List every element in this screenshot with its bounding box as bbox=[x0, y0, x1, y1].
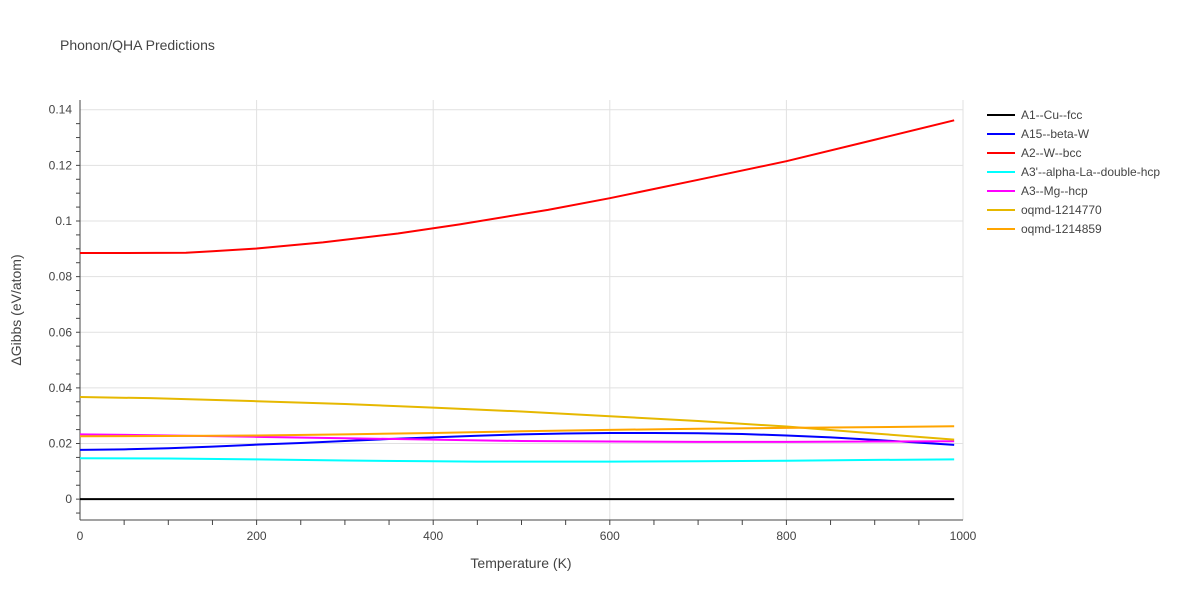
y-tick-label: 0.02 bbox=[49, 437, 73, 451]
series-line-1 bbox=[79, 431, 955, 451]
legend-item-0[interactable]: A1--Cu--fcc bbox=[987, 108, 1082, 122]
legend-label: A3--Mg--hcp bbox=[1021, 184, 1088, 198]
x-tick-label: 800 bbox=[776, 529, 796, 543]
y-tick-label: 0.08 bbox=[49, 270, 73, 284]
legend-item-6[interactable]: oqmd-1214859 bbox=[987, 222, 1102, 236]
legend-item-5[interactable]: oqmd-1214770 bbox=[987, 203, 1102, 217]
x-tick-label: 200 bbox=[247, 529, 267, 543]
legend-label: oqmd-1214859 bbox=[1021, 222, 1102, 236]
y-axis-title: ΔGibbs (eV/atom) bbox=[8, 254, 24, 365]
y-tick-label: 0.14 bbox=[49, 103, 73, 117]
legend-item-1[interactable]: A15--beta-W bbox=[987, 127, 1090, 141]
series-line-6 bbox=[79, 425, 955, 438]
series-line-2 bbox=[80, 119, 955, 254]
y-tick-label: 0.12 bbox=[49, 158, 73, 172]
legend-label: A15--beta-W bbox=[1021, 127, 1090, 141]
legend-item-4[interactable]: A3--Mg--hcp bbox=[987, 184, 1088, 198]
legend-label: A1--Cu--fcc bbox=[1021, 108, 1082, 122]
x-tick-label: 1000 bbox=[950, 529, 977, 543]
x-tick-label: 400 bbox=[423, 529, 443, 543]
chart-title: Phonon/QHA Predictions bbox=[60, 37, 215, 53]
legend[interactable]: A1--Cu--fcc A15--beta-W A2--W--bcc A3'--alp… bbox=[987, 108, 1160, 236]
legend-item-2[interactable]: A2--W--bcc bbox=[987, 146, 1081, 160]
y-tick-label: 0 bbox=[65, 492, 72, 506]
series-line-5 bbox=[79, 396, 955, 441]
legend-label: A3'--alpha-La--double-hcp bbox=[1021, 165, 1160, 179]
x-tick-label: 0 bbox=[77, 529, 84, 543]
grid bbox=[80, 100, 964, 520]
legend-item-3[interactable]: A3'--alpha-La--double-hcp bbox=[987, 165, 1160, 179]
series-line-3 bbox=[79, 457, 955, 463]
x-tick-label: 600 bbox=[600, 529, 620, 543]
x-axis-title: Temperature (K) bbox=[470, 555, 571, 571]
y-tick-label: 0.04 bbox=[49, 381, 73, 395]
legend-label: oqmd-1214770 bbox=[1021, 203, 1102, 217]
y-tick-label: 0.1 bbox=[55, 214, 72, 228]
y-tick-label: 0.06 bbox=[49, 325, 73, 339]
legend-label: A2--W--bcc bbox=[1021, 146, 1081, 160]
axes: 0 200 400 600 800 1000 0 0.02 0.04 0.06 0.08 0.1 0.1… bbox=[49, 100, 977, 543]
plot-area bbox=[79, 119, 955, 501]
